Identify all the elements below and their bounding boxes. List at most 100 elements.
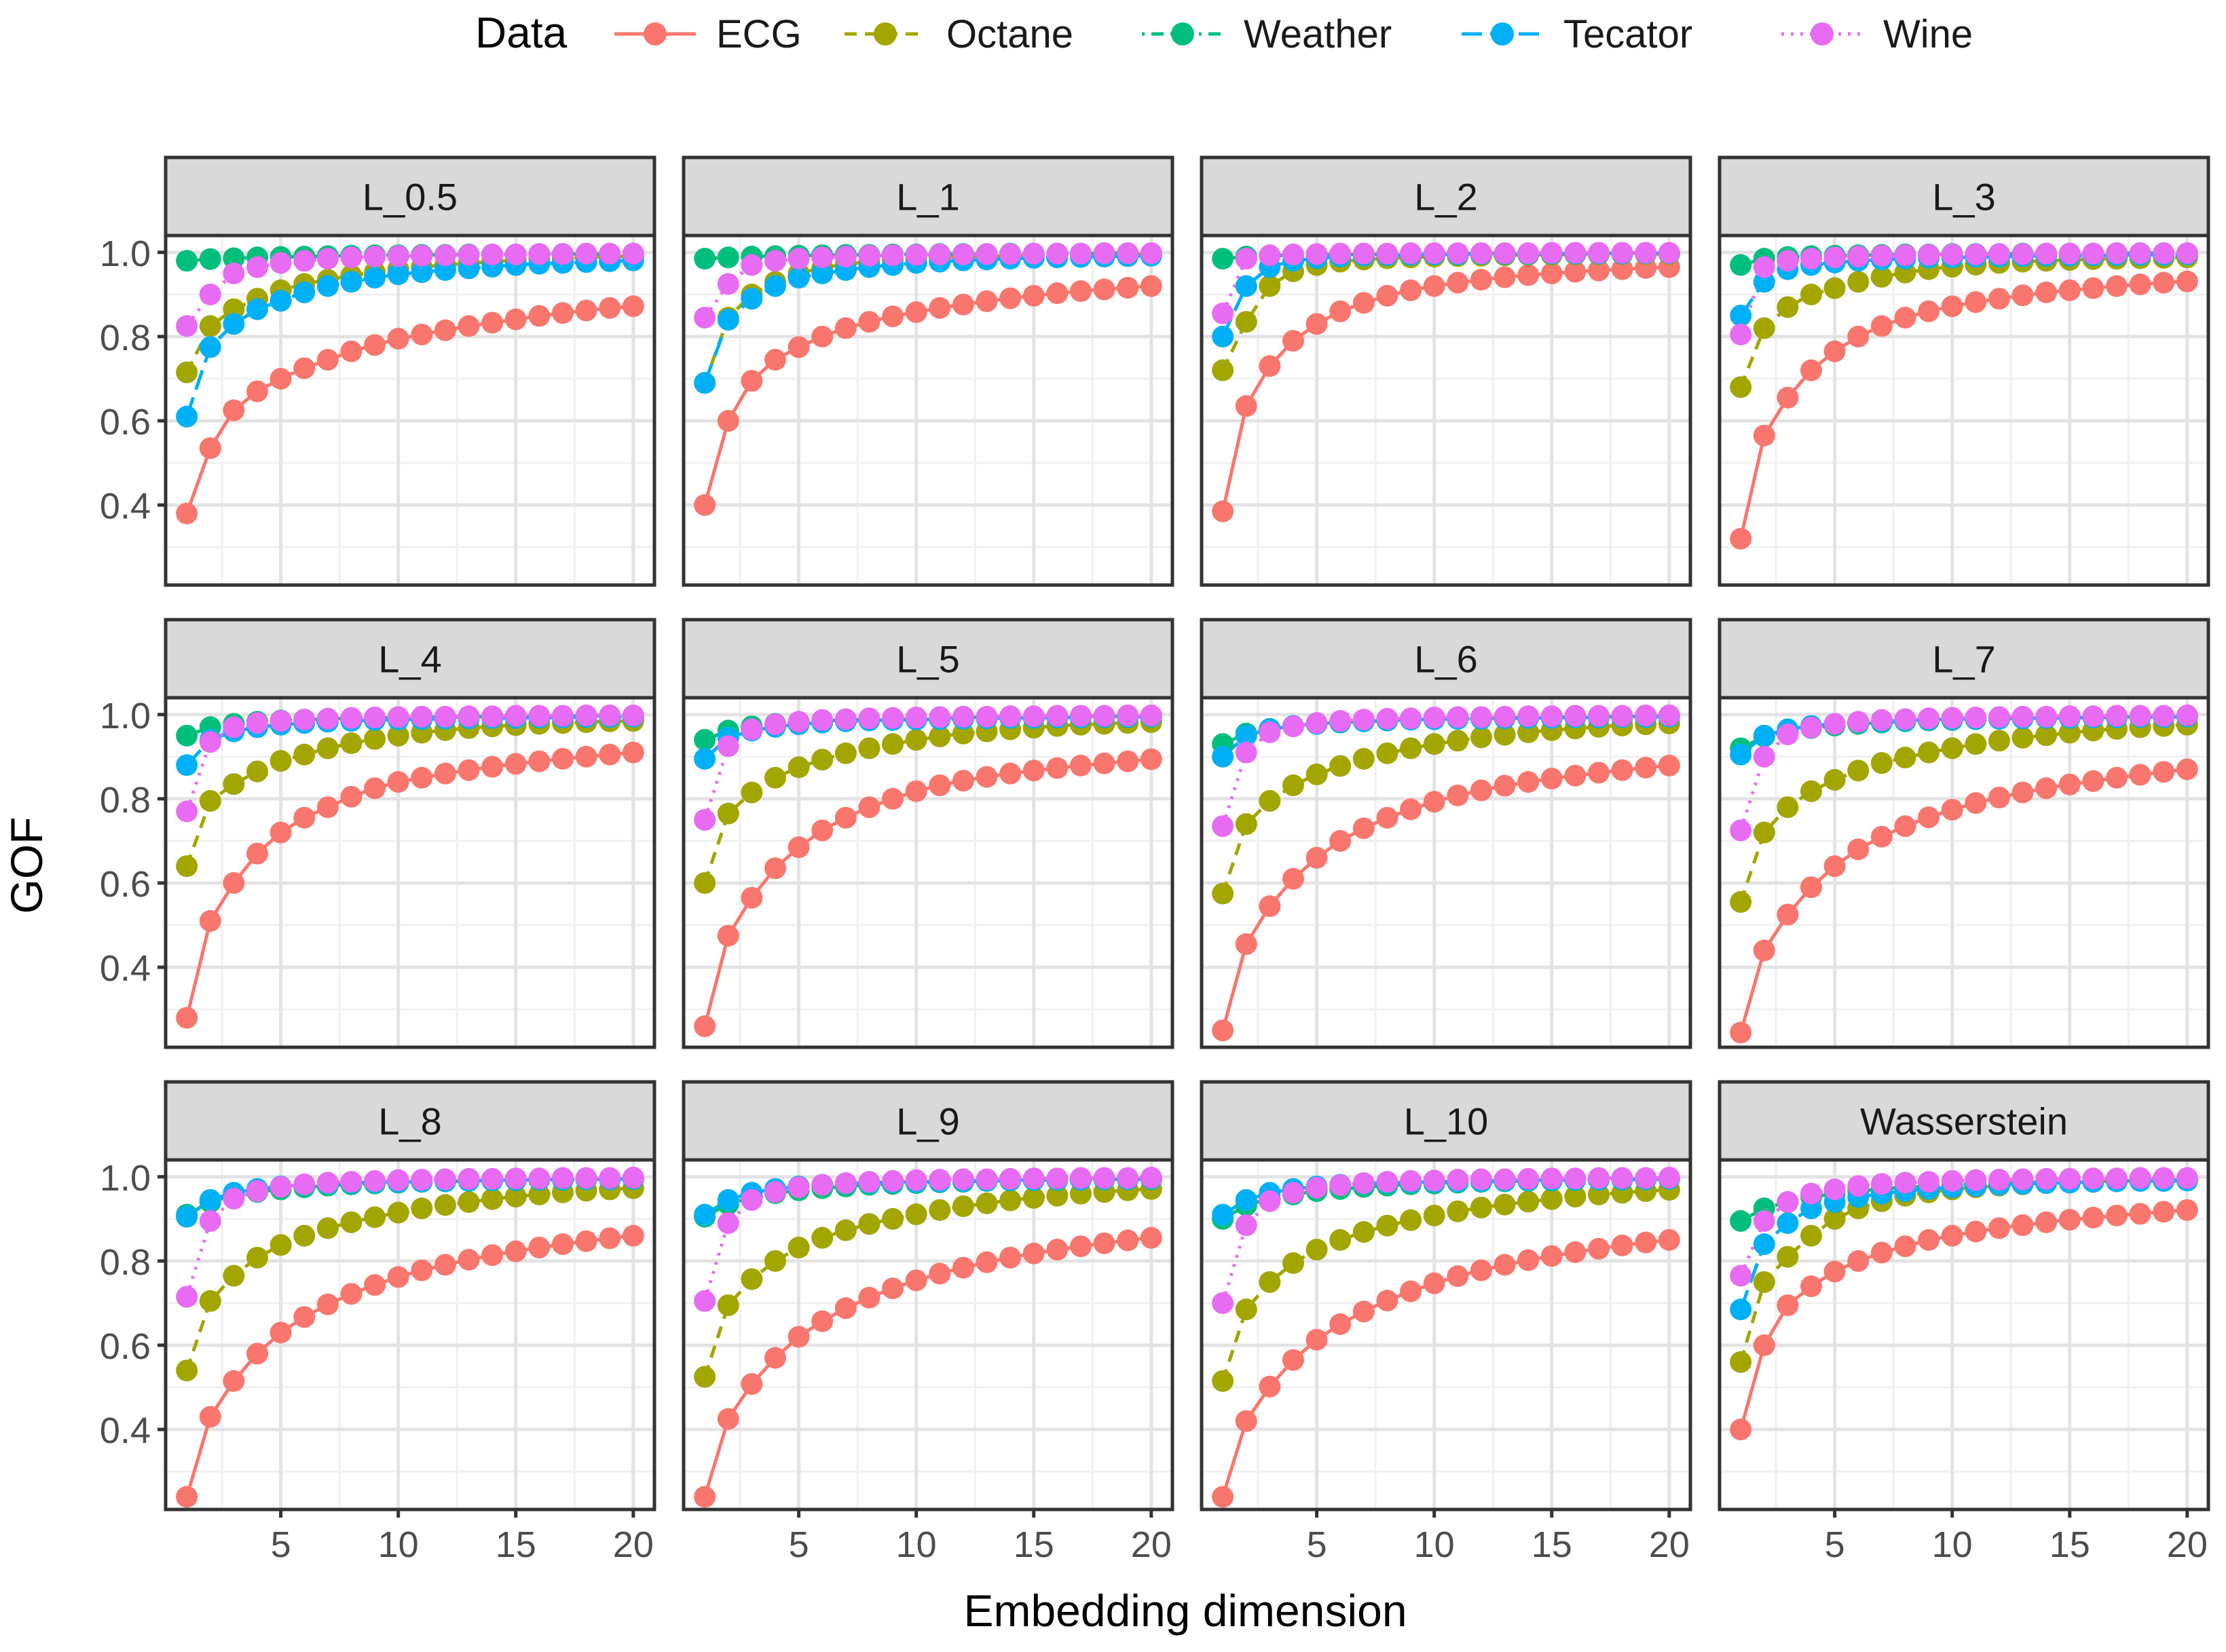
point-wine xyxy=(1046,1167,1069,1190)
point-octane xyxy=(1918,741,1940,764)
panel-l-6: L_6 xyxy=(1200,618,1692,1049)
point-wine xyxy=(1870,709,1893,731)
point-ecg xyxy=(1352,292,1375,314)
series-line-wine xyxy=(1739,1176,2187,1277)
point-wine xyxy=(434,244,456,267)
point-octane xyxy=(1494,1193,1516,1216)
point-wine xyxy=(952,705,974,728)
point-tecator xyxy=(694,747,716,770)
x-tick-label: 10 xyxy=(378,1524,419,1565)
point-ecg xyxy=(270,367,292,390)
point-wine xyxy=(1894,244,1916,267)
series-line-wine xyxy=(1221,713,1669,827)
point-wine xyxy=(1117,1167,1139,1189)
facet-strip-label: L_3 xyxy=(1932,176,1995,219)
point-octane xyxy=(364,728,386,750)
point-octane xyxy=(1823,1207,1846,1230)
point-octane xyxy=(458,1191,480,1214)
point-wine xyxy=(1988,1169,2010,1191)
point-ecg xyxy=(199,437,221,459)
point-ecg xyxy=(905,780,927,802)
point-ecg xyxy=(1117,750,1139,772)
point-ecg xyxy=(223,1370,245,1392)
point-ecg xyxy=(1894,1235,1916,1258)
point-wine xyxy=(1329,710,1352,732)
point-ecg xyxy=(504,753,527,775)
point-tecator xyxy=(1753,1233,1775,1256)
point-octane xyxy=(1823,768,1846,791)
panel-border xyxy=(1718,1158,2210,1512)
point-ecg xyxy=(1635,757,1657,778)
point-octane xyxy=(1329,755,1352,777)
point-wine xyxy=(764,1181,786,1203)
point-ecg xyxy=(1282,1349,1304,1371)
point-wine xyxy=(2011,1168,2034,1190)
point-ecg xyxy=(1540,262,1563,284)
point-octane xyxy=(1235,813,1257,836)
point-ecg xyxy=(834,1297,857,1319)
point-wine xyxy=(2153,705,2175,727)
point-ecg xyxy=(270,1321,292,1344)
point-tecator xyxy=(1235,1188,1257,1211)
point-wine xyxy=(1941,1170,1963,1193)
point-ecg xyxy=(929,1262,951,1285)
point-ecg xyxy=(1540,768,1563,790)
x-tick-label: 10 xyxy=(1932,1524,1973,1565)
facet-strip-label: L_4 xyxy=(378,638,441,681)
point-wine xyxy=(929,706,951,728)
point-wine xyxy=(952,243,974,265)
point-ecg xyxy=(1140,1226,1162,1249)
point-ecg xyxy=(905,301,927,323)
point-wine xyxy=(1212,815,1234,838)
x-tick-label: 15 xyxy=(1532,1524,1572,1565)
point-octane xyxy=(1753,317,1775,339)
point-ecg xyxy=(411,766,433,789)
point-wine xyxy=(976,243,998,265)
point-ecg xyxy=(1540,1245,1563,1267)
point-ecg xyxy=(316,1293,339,1315)
point-wine xyxy=(1282,1182,1304,1204)
point-ecg xyxy=(929,297,951,319)
point-wine xyxy=(834,1172,857,1195)
point-wine xyxy=(1941,707,1963,729)
point-octane xyxy=(905,1203,927,1226)
point-ecg xyxy=(1847,325,1870,348)
point-tecator xyxy=(340,271,363,293)
point-wine xyxy=(858,1171,880,1193)
panel-border xyxy=(164,696,656,1049)
point-wine xyxy=(1965,1169,1987,1191)
point-octane xyxy=(764,766,786,789)
point-octane xyxy=(1870,752,1893,774)
point-wine xyxy=(434,705,456,728)
point-octane xyxy=(929,726,951,748)
point-octane xyxy=(717,802,739,825)
point-wine xyxy=(528,1167,551,1190)
point-wine xyxy=(999,705,1022,728)
point-wine xyxy=(2129,705,2151,727)
panel-l-9: L_9 5 10 15 20 xyxy=(682,1080,1174,1565)
point-tecator xyxy=(270,290,292,312)
point-ecg xyxy=(1447,271,1469,294)
point-ecg xyxy=(1022,1242,1045,1264)
point-ecg xyxy=(1588,762,1610,784)
point-octane xyxy=(1730,1351,1752,1373)
point-wine xyxy=(1447,1169,1469,1191)
point-weather xyxy=(1212,248,1234,270)
point-wine xyxy=(1282,243,1304,265)
point-ecg xyxy=(2106,275,2128,297)
facet-strip xyxy=(682,618,1174,700)
legend-label: Octane xyxy=(946,12,1073,56)
point-ecg xyxy=(1259,355,1281,377)
facet-strip-label: L_5 xyxy=(896,638,959,681)
x-tick-label: 15 xyxy=(496,1524,536,1565)
point-wine xyxy=(411,705,433,728)
point-ecg xyxy=(1235,933,1257,955)
point-wine xyxy=(1235,248,1257,270)
point-wine xyxy=(340,246,363,269)
point-wine xyxy=(1400,707,1422,730)
point-ecg xyxy=(858,311,880,333)
panel-l-4: L_4 0.4 0.6 0.8 1.0 xyxy=(100,618,656,1049)
point-wine xyxy=(2129,1167,2151,1189)
point-wine xyxy=(2082,1167,2104,1190)
point-wine xyxy=(340,707,363,729)
